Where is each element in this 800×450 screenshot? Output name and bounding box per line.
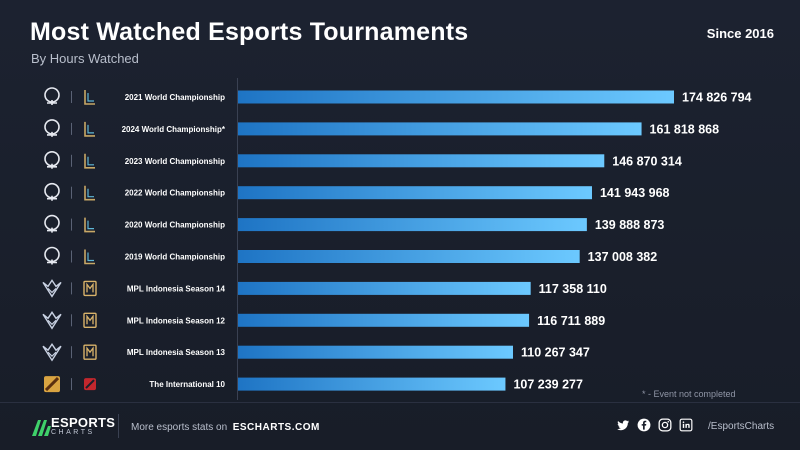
chart-row: 2021 World Championship 174 826 794 [44, 87, 752, 105]
team-logo-icon [44, 151, 60, 169]
bar [238, 313, 530, 327]
brand-esports: ESPORTS [51, 415, 116, 430]
category-label: 2020 World Championship [125, 221, 225, 230]
bar [238, 345, 513, 359]
social-handle[interactable]: /EsportsCharts [708, 421, 775, 432]
row-separator [71, 378, 72, 391]
team-logo-icon [42, 279, 62, 298]
footnote: * - Event not completed [642, 389, 736, 399]
category-label: 2023 World Championship [125, 157, 225, 166]
linkedin-icon[interactable] [679, 418, 693, 432]
page-subtitle: By Hours Watched [31, 51, 139, 66]
footer-link-prefix: More esports stats on [131, 422, 228, 433]
value-label: 116 711 889 [537, 314, 605, 328]
game-logo-icon [84, 153, 95, 169]
chart-row: MPL Indonesia Season 14 117 358 110 [42, 279, 607, 298]
chart-row: 2023 World Championship 146 870 314 [44, 151, 682, 169]
category-label: 2024 World Championship* [122, 125, 226, 134]
team-logo-icon [42, 342, 62, 362]
footer-separator [118, 414, 119, 438]
since-label: Since 2016 [706, 26, 774, 41]
category-label: 2022 World Championship [125, 189, 225, 198]
footer-divider [0, 402, 800, 403]
esports-charts-logo-icon [32, 420, 51, 436]
category-label: MPL Indonesia Season 13 [127, 348, 226, 357]
game-logo-icon [84, 378, 96, 391]
game-logo-icon [84, 249, 95, 265]
category-label: 2021 World Championship [125, 93, 225, 102]
game-logo-icon [83, 280, 97, 297]
value-label: 117 358 110 [539, 282, 607, 296]
row-separator [71, 91, 72, 103]
bar [238, 154, 605, 168]
team-logo-icon [44, 214, 60, 233]
chart-row: The International 10 107 239 277 [44, 376, 583, 393]
team-logo-icon [44, 376, 60, 393]
value-label: 174 826 794 [682, 91, 752, 105]
twitter-icon[interactable] [616, 418, 630, 432]
chart-row: 2020 World Championship 139 888 873 [44, 214, 665, 233]
value-label: 141 943 968 [600, 186, 670, 200]
facebook-icon[interactable] [637, 418, 651, 432]
category-label: The International 10 [149, 380, 225, 389]
team-logo-icon [44, 246, 60, 265]
team-logo-icon [44, 182, 60, 201]
game-logo-icon [84, 90, 95, 105]
game-logo-icon [83, 312, 97, 328]
chart-row: 2022 World Championship 141 943 968 [44, 182, 670, 201]
instagram-icon[interactable] [658, 418, 672, 432]
bar [238, 90, 674, 104]
page-title: Most Watched Esports Tournaments [30, 18, 469, 46]
category-label: MPL Indonesia Season 12 [127, 316, 226, 325]
bar [238, 186, 592, 200]
row-separator [71, 282, 72, 295]
value-label: 146 870 314 [612, 154, 682, 168]
axis-line [237, 78, 238, 400]
value-label: 161 818 868 [650, 122, 720, 136]
team-logo-icon [42, 311, 62, 330]
row-separator [71, 186, 72, 199]
team-logo-icon [44, 87, 60, 105]
game-logo-icon [84, 217, 95, 233]
chart-row: 2019 World Championship 137 008 382 [44, 246, 658, 265]
game-logo-icon [84, 185, 95, 201]
game-logo-icon [83, 344, 97, 360]
bar [238, 281, 531, 295]
bar [238, 122, 642, 136]
footer-link-text[interactable]: More esports stats on ESCHARTS.COM [131, 422, 320, 433]
bar [238, 218, 587, 232]
game-logo-icon [84, 121, 95, 137]
value-label: 137 008 382 [588, 250, 658, 264]
value-label: 139 888 873 [595, 218, 665, 232]
value-label: 107 239 277 [513, 378, 583, 392]
bar [238, 377, 506, 391]
brand-charts: CHARTS [51, 429, 95, 436]
category-label: 2019 World Championship [125, 253, 225, 262]
category-label: MPL Indonesia Season 14 [127, 284, 226, 293]
row-separator [71, 154, 72, 167]
bar [238, 250, 580, 263]
row-separator [71, 314, 72, 327]
row-separator [71, 122, 72, 135]
footer-link-domain[interactable]: ESCHARTS.COM [232, 422, 320, 433]
chart-row: 2024 World Championship* 161 818 868 [44, 119, 720, 137]
chart-row: MPL Indonesia Season 12 116 711 889 [42, 311, 605, 330]
chart-row: MPL Indonesia Season 13 110 267 347 [42, 342, 590, 362]
row-separator [71, 346, 72, 359]
team-logo-icon [44, 119, 60, 137]
row-separator [71, 218, 72, 231]
value-label: 110 267 347 [521, 346, 590, 360]
row-separator [71, 250, 72, 263]
